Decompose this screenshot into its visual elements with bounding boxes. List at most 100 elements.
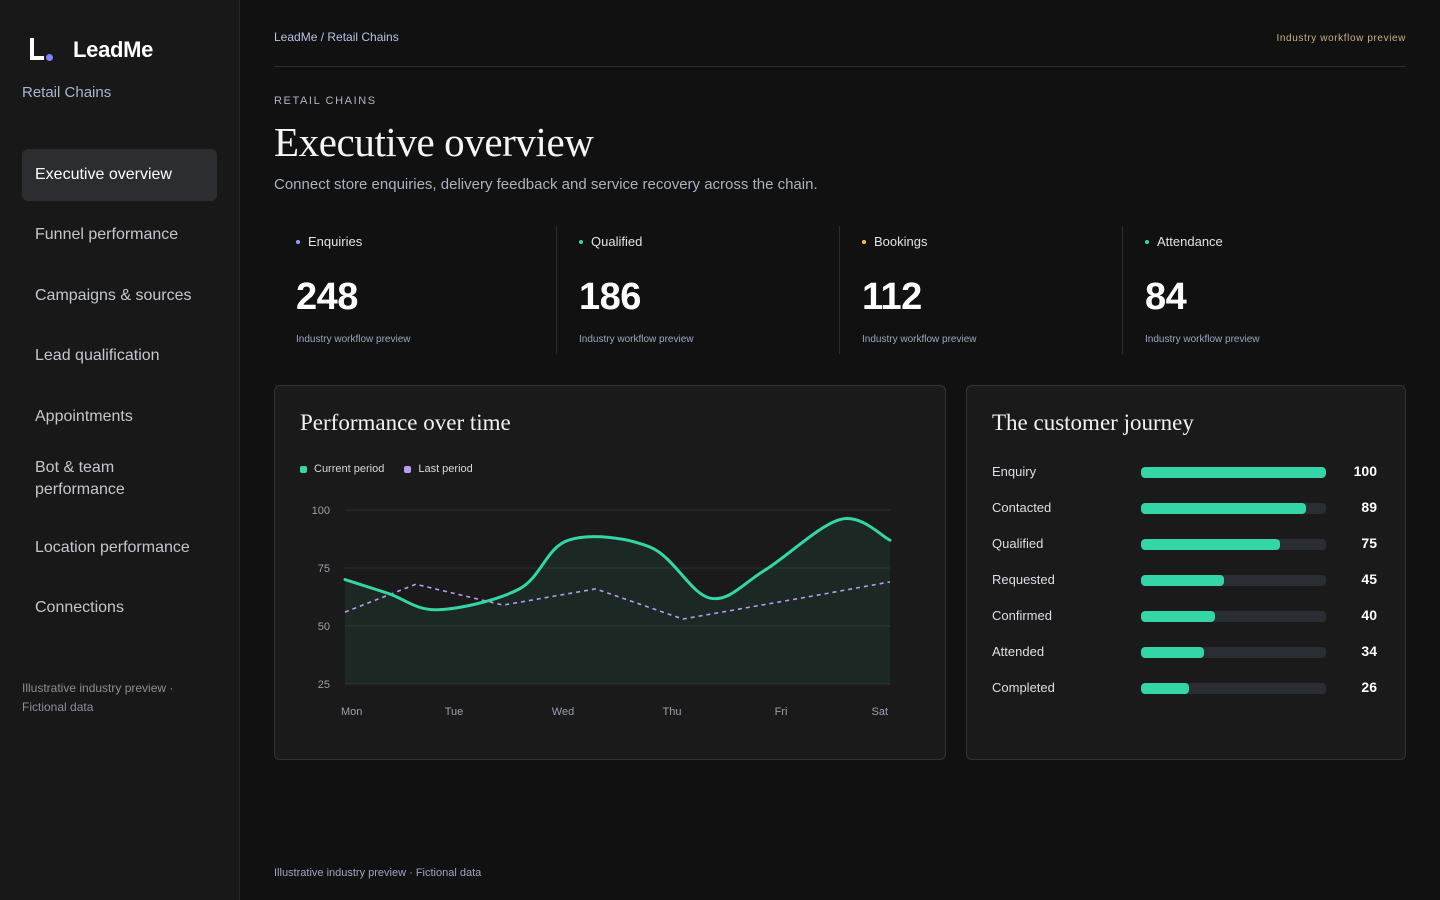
performance-card: 100 75 50 25 Mon Tue Wed Thu Fri Sat Performance …	[274, 385, 946, 760]
journey-bar-fill	[1141, 503, 1306, 514]
customer-journey-card: The customer journey Enquiry 100 Contact…	[966, 385, 1406, 760]
kpi-value: 84	[1145, 276, 1187, 318]
x-tick-label: Sat	[871, 706, 888, 718]
journey-stage-label: Contacted	[992, 500, 1052, 515]
sidebar-item-funnel-performance[interactable]: Funnel performance	[22, 209, 217, 261]
sidebar-item-executive-overview[interactable]: Executive overview	[22, 149, 217, 201]
sidebar-item-label: Funnel performance	[35, 226, 179, 243]
journey-bar-fill	[1141, 683, 1190, 694]
journey-stage-value: 26	[1361, 679, 1377, 695]
y-tick-label: 25	[318, 679, 330, 691]
legend-item-current[interactable]: Current period	[300, 463, 384, 475]
page-description: Connect store enquiries, delivery feedba…	[274, 176, 818, 193]
sidebar-nav: Executive overview Funnel performance Ca…	[22, 149, 217, 634]
x-tick-label: Wed	[552, 706, 574, 718]
journey-bar-fill	[1141, 539, 1280, 550]
y-tick-label: 100	[312, 505, 330, 517]
journey-bar-fill	[1141, 575, 1225, 586]
breadcrumb[interactable]: LeadMe / Retail Chains	[274, 30, 399, 44]
sidebar-item-bot-team-performance[interactable]: Bot & team performance	[22, 450, 172, 508]
journey-bar-track	[1141, 539, 1326, 550]
current-period-area	[345, 518, 890, 684]
kpi-dot-icon	[1145, 239, 1149, 244]
journey-bar-track	[1141, 647, 1326, 658]
kpi-value: 186	[579, 276, 641, 318]
top-bar: LeadMe / Retail Chains Industry workflow…	[274, 30, 1406, 67]
x-tick-label: Fri	[775, 706, 788, 718]
sidebar-item-connections[interactable]: Connections	[22, 582, 217, 634]
page-eyebrow: RETAIL CHAINS	[274, 95, 377, 107]
journey-row: Attended 34	[992, 641, 1382, 677]
journey-row: Completed 26	[992, 677, 1382, 713]
sidebar-item-appointments[interactable]: Appointments	[22, 391, 217, 443]
journey-stage-value: 89	[1361, 499, 1377, 515]
journey-bar-track	[1141, 611, 1326, 622]
legend-swatch-icon	[300, 465, 307, 473]
kpi-label: Bookings	[874, 234, 928, 249]
kpi-dot-icon	[862, 239, 866, 244]
sidebar-item-label: Executive overview	[35, 166, 172, 183]
page-title: Executive overview	[274, 119, 594, 165]
chart-legend: Current period Last period	[300, 463, 493, 475]
journey-row: Confirmed 40	[992, 605, 1382, 641]
sidebar: LeadMe Retail Chains Executive overview …	[0, 0, 240, 900]
kpi-note: Industry workflow preview	[1145, 334, 1260, 345]
journey-bar-fill	[1141, 611, 1215, 622]
journey-bar-fill	[1141, 467, 1326, 478]
journey-bar-track	[1141, 467, 1326, 478]
sidebar-item-label: Connections	[35, 599, 124, 616]
kpi-row: Enquiries 248 Industry workflow preview …	[274, 226, 1406, 354]
journey-stage-label: Enquiry	[992, 464, 1037, 479]
kpi-label: Attendance	[1157, 234, 1223, 249]
journey-bar-fill	[1141, 647, 1204, 658]
sidebar-item-label: Appointments	[35, 408, 133, 425]
leadme-logo-icon	[28, 36, 56, 64]
journey-stage-value: 45	[1361, 571, 1377, 587]
kpi-dot-icon	[579, 239, 583, 244]
x-tick-label: Thu	[663, 706, 682, 718]
kpi-note: Industry workflow preview	[579, 334, 694, 345]
y-tick-label: 50	[318, 621, 330, 633]
sidebar-item-label: Campaigns & sources	[35, 287, 192, 304]
sidebar-footer-note: Illustrative industry preview · Fictiona…	[22, 681, 174, 714]
brand-logo[interactable]: LeadMe	[28, 36, 153, 64]
performance-line-chart: 100 75 50 25 Mon Tue Wed Thu Fri Sat	[312, 505, 892, 718]
sidebar-item-campaigns-sources[interactable]: Campaigns & sources	[22, 270, 217, 322]
journey-stage-value: 40	[1361, 607, 1377, 623]
journey-row: Requested 45	[992, 569, 1382, 605]
kpi-dot-icon	[296, 239, 300, 244]
journey-rows: Enquiry 100 Contacted 89 Qualified 75 Re…	[992, 461, 1382, 713]
workspace-name: Retail Chains	[22, 84, 112, 101]
kpi-label: Enquiries	[308, 234, 363, 249]
x-tick-label: Tue	[445, 706, 464, 718]
journey-card-title: The customer journey	[992, 410, 1194, 435]
kpi-card-enquiries: Enquiries 248 Industry workflow preview	[274, 226, 557, 354]
kpi-note: Industry workflow preview	[296, 334, 411, 345]
kpi-card-attendance: Attendance 84 Industry workflow preview	[1123, 226, 1406, 354]
legend-item-last[interactable]: Last period	[404, 463, 473, 475]
journey-bar-track	[1141, 575, 1326, 586]
sidebar-item-location-performance[interactable]: Location performance	[22, 522, 217, 574]
current-period-line	[343, 517, 892, 612]
legend-swatch-icon	[404, 465, 412, 473]
kpi-card-bookings: Bookings 112 Industry workflow preview	[840, 226, 1123, 354]
journey-bar-track	[1141, 683, 1326, 694]
x-tick-label: Mon	[341, 706, 362, 718]
journey-stage-label: Completed	[992, 680, 1055, 695]
journey-stage-value: 100	[1353, 463, 1377, 479]
journey-row: Contacted 89	[992, 497, 1382, 533]
journey-row: Enquiry 100	[992, 461, 1382, 497]
journey-stage-value: 34	[1361, 643, 1377, 659]
journey-row: Qualified 75	[992, 533, 1382, 569]
kpi-value: 248	[296, 276, 358, 318]
brand-name: LeadMe	[73, 37, 154, 62]
journey-stage-label: Confirmed	[992, 608, 1052, 623]
journey-stage-label: Requested	[992, 572, 1055, 587]
kpi-value: 112	[862, 276, 922, 318]
kpi-note: Industry workflow preview	[862, 334, 977, 345]
sidebar-item-lead-qualification[interactable]: Lead qualification	[22, 330, 217, 382]
page-footer-note: Illustrative industry preview · Fictiona…	[274, 867, 482, 879]
preview-tag: Industry workflow preview	[1276, 33, 1406, 44]
sidebar-item-label: Bot & team performance	[35, 459, 125, 498]
journey-stage-label: Attended	[992, 644, 1045, 659]
